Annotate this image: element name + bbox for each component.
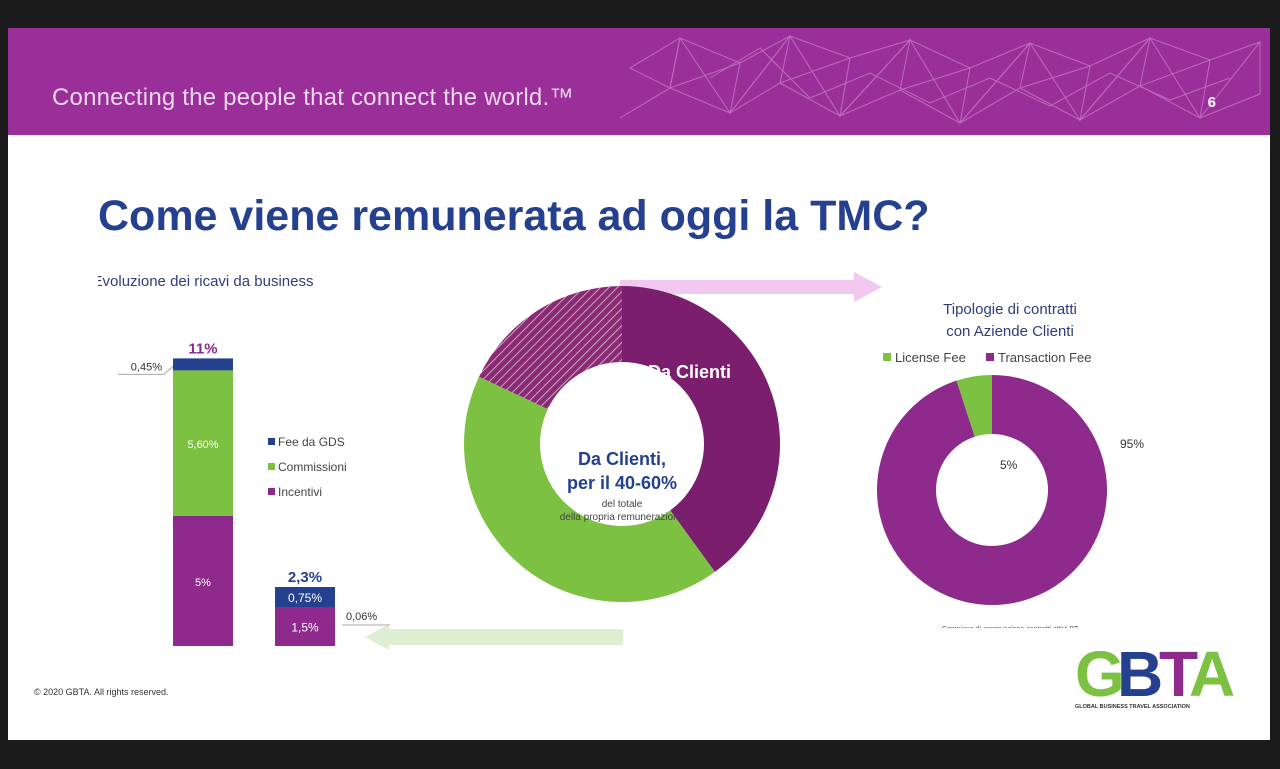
svg-text:A: A [1189, 638, 1235, 710]
donut2-slice-transaction-fee [877, 375, 1107, 605]
donut-slice-da-business [464, 376, 715, 602]
callout-line [163, 366, 174, 375]
callout-label: 0,06% [346, 611, 377, 623]
slice-label-da-clienti: Da Clienti [648, 362, 731, 382]
bar-2000-fee-da-gds [173, 358, 233, 371]
page-number: 6 [1207, 94, 1216, 111]
donut-center-title: Da Clienti, [578, 449, 666, 469]
bars-layer: 200011%5%5,60%0,45%20192,3%1,5%0,75%0,06… [118, 340, 390, 646]
legend-swatch [268, 438, 275, 445]
header-banner: Connecting the people that connect the w… [8, 28, 1270, 135]
segment-label: 5% [195, 577, 211, 589]
legend-swatch [268, 488, 275, 495]
legend-swatch [986, 353, 994, 361]
slide: Connecting the people that connect the w… [8, 28, 1270, 740]
source-note: Campione di osservazione contratti attiv… [942, 626, 1079, 628]
donut1-layer: Da Clienti Da business Da Clienti, per il 4… [464, 286, 780, 618]
donut-slice-altro [479, 286, 622, 410]
donut2-title: Tipologie di contratti [943, 301, 1077, 318]
donut-center-note: del totale [602, 499, 643, 510]
right-arrow-icon [620, 272, 882, 302]
segment-label: 0,75% [288, 591, 322, 605]
tagline: Connecting the people that connect the w… [52, 84, 574, 111]
total-label: 2,3% [288, 569, 322, 586]
value-label: 5% [1000, 458, 1018, 472]
bar-2019-fee-da-gds [275, 587, 335, 607]
bar-legend: Fee da GDS Commissioni Incentivi [268, 435, 347, 499]
legend-label: Transaction Fee [998, 350, 1091, 365]
contract-type-donut: Tipologie di contratti con Aziende Client… [877, 301, 1144, 628]
donut-center-note: della propria remunerazione [560, 512, 685, 523]
svg-text:GLOBAL BUSINESS TRAVEL ASSOCIA: GLOBAL BUSINESS TRAVEL ASSOCIATION [1075, 704, 1190, 710]
bar-2019-incentivi [275, 607, 335, 646]
left-arrow-icon [365, 624, 623, 650]
legend-label: License Fee [895, 350, 966, 365]
donut2-title: con Aziende Clienti [946, 323, 1074, 340]
copyright: © 2020 GBTA. All rights reserved. [34, 687, 169, 697]
total-label: 11% [188, 340, 217, 357]
svg-text:G: G [1075, 638, 1125, 710]
value-label: 95% [1120, 437, 1144, 451]
revenue-bar-chart: Evoluzione dei ricavi da business 200011… [98, 273, 390, 646]
svg-text:B: B [1117, 638, 1163, 710]
network-pattern [619, 35, 1261, 125]
revenue-source-donut: Da Clienti Da business Da Clienti, per il 4… [464, 286, 780, 618]
slide-title: Come viene remunerata ad oggi la TMC? [98, 192, 930, 240]
callout-label: 0,45% [131, 361, 162, 373]
legend-label: Commissioni [278, 460, 347, 474]
donut-slice-da-clienti [622, 286, 780, 572]
bar-2000-incentivi [173, 516, 233, 646]
donut2-slice-license-fee [956, 375, 992, 437]
donut-center-title: per il 40-60% [567, 473, 677, 493]
segment-label: 1,5% [291, 621, 319, 635]
legend-label: Fee da GDS [278, 435, 345, 449]
bar-chart-title: Evoluzione dei ricavi da business [98, 273, 313, 290]
slice-label-da-business: Da business [530, 599, 636, 618]
donut2-layer: Tipologie di contratti con Aziende Client… [877, 301, 1144, 628]
legend-swatch [883, 353, 891, 361]
segment-label: 5,60% [187, 439, 218, 451]
legend-swatch [268, 463, 275, 470]
legend-label: Incentivi [278, 485, 322, 499]
bar-2000-commissioni [173, 370, 233, 516]
svg-text:T: T [1159, 638, 1198, 710]
gbta-logo: G B T A GLOBAL BUSINESS TRAVEL ASSOCIATI… [1075, 638, 1235, 710]
